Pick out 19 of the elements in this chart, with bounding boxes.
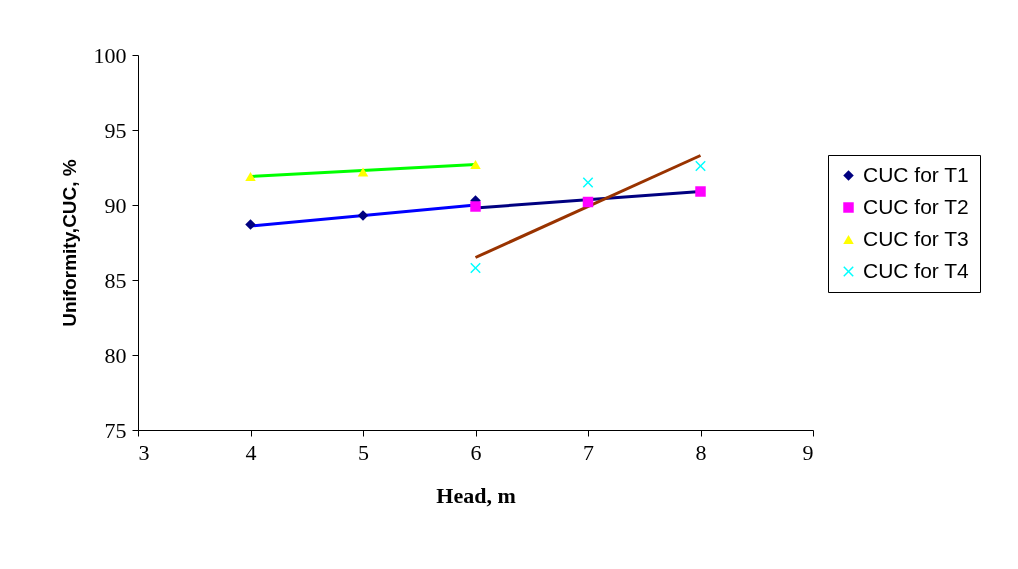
x-tick-label: 3 [138, 439, 150, 465]
x-tick-label: 5 [358, 439, 369, 465]
x-tick-label: 9 [802, 439, 814, 465]
y-tick-label: 85 [104, 267, 127, 293]
y-tick-label: 90 [104, 192, 127, 218]
legend-label: CUC for T4 [863, 258, 970, 282]
x-tick-label: 6 [470, 439, 482, 465]
x-tick-label: 8 [695, 439, 707, 465]
y-tick-label: 75 [104, 417, 127, 443]
x-axis-title: Head, m [436, 482, 516, 508]
x-tick-label: 4 [245, 439, 257, 465]
x-tick-label: 7 [583, 439, 594, 465]
y-tick-label: 100 [93, 42, 127, 68]
y-tick-label: 95 [104, 117, 127, 143]
legend-label: CUC for T3 [863, 226, 969, 250]
legend-label: CUC for T1 [863, 162, 969, 186]
y-axis-title: Uniformity,CUC, % [58, 159, 80, 327]
y-tick-label: 80 [104, 342, 127, 368]
legend-label: CUC for T2 [863, 194, 969, 218]
